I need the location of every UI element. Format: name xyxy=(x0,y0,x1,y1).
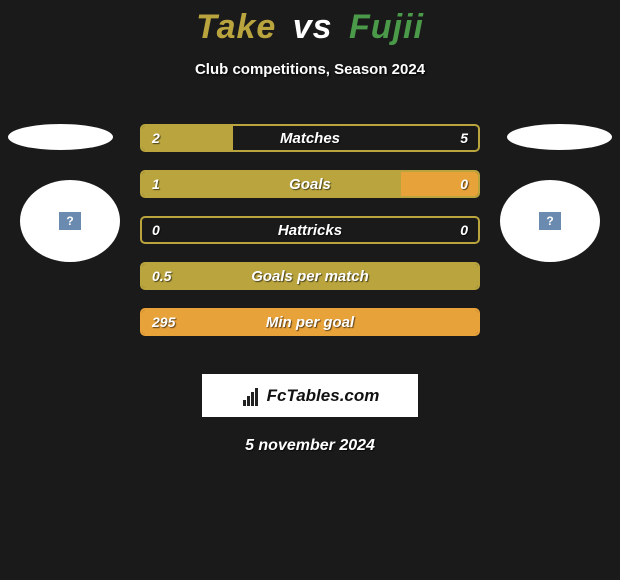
vs-text: vs xyxy=(293,8,333,46)
unknown-avatar-icon: ? xyxy=(59,212,81,230)
stat-label: Goals per match xyxy=(142,268,478,285)
stat-value-right: 5 xyxy=(450,130,478,146)
stat-row: 0Hattricks0 xyxy=(140,216,480,244)
stat-value-left: 2 xyxy=(142,130,170,146)
player1-avatar: ? xyxy=(20,180,120,262)
page-title: Take vs Fujii xyxy=(0,8,620,47)
brand-badge[interactable]: FcTables.com xyxy=(202,374,418,417)
stat-row: 295Min per goal xyxy=(140,308,480,336)
stat-rows: 2Matches51Goals00Hattricks00.5Goals per … xyxy=(140,124,480,336)
player1-flag-placeholder xyxy=(8,124,113,150)
stat-row: 2Matches5 xyxy=(140,124,480,152)
publish-date: 5 november 2024 xyxy=(0,437,620,455)
bar-chart-icon xyxy=(241,386,261,406)
subtitle: Club competitions, Season 2024 xyxy=(0,61,620,78)
player2-flag-placeholder xyxy=(507,124,612,150)
player2-avatar: ? xyxy=(500,180,600,262)
stat-value-left: 0.5 xyxy=(142,268,181,284)
stat-label: Matches xyxy=(142,130,478,147)
stat-value-left: 295 xyxy=(142,314,185,330)
unknown-avatar-icon: ? xyxy=(539,212,561,230)
stat-value-right: 0 xyxy=(450,222,478,238)
stat-row: 0.5Goals per match xyxy=(140,262,480,290)
player2-name: Fujii xyxy=(349,8,424,46)
stat-label: Min per goal xyxy=(142,314,478,331)
stat-label: Goals xyxy=(142,176,478,193)
stat-row: 1Goals0 xyxy=(140,170,480,198)
stat-label: Hattricks xyxy=(142,222,478,239)
player1-name: Take xyxy=(196,8,276,46)
stat-value-left: 0 xyxy=(142,222,170,238)
comparison-card: Take vs Fujii Club competitions, Season … xyxy=(0,0,620,455)
stat-value-left: 1 xyxy=(142,176,170,192)
brand-text: FcTables.com xyxy=(267,386,380,406)
stats-zone: ? ? 2Matches51Goals00Hattricks00.5Goals … xyxy=(0,124,620,354)
stat-value-right: 0 xyxy=(450,176,478,192)
